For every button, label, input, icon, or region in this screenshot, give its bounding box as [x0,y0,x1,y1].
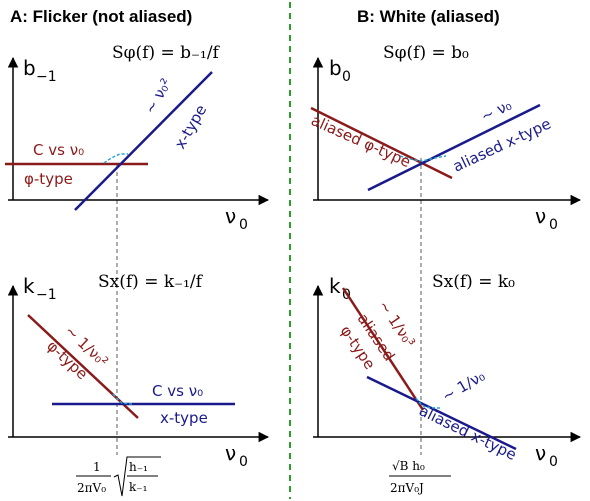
y-axis-label-sub: −1 [36,287,57,303]
frac-numerator: √B h₀ [392,459,425,473]
blue-line-label: ∼ ν₀² [141,75,175,117]
panel-b-title: B: White (aliased) [357,7,500,26]
plot-bottom-right: Sx(f) = k₀ k 0 ν 0 ∼ 1/ν₀³ aliased φ-typ… [312,272,582,470]
y-axis-label: b [23,56,36,80]
aliased-phi-type-line [341,287,425,411]
formula: Sx(f) = k₀ [432,272,515,292]
y-axis-label-sub: −1 [36,69,57,85]
y-axis-label: k [329,274,341,298]
phi-type-line [27,314,139,419]
plot-bottom-left: Sx(f) = k₋₁/f k −1 ν 0 ∼ 1/ν₀² φ-type C … [7,272,270,470]
blue-line-label: C vs ν₀ [152,382,203,400]
red-line-label: C vs ν₀ [33,141,84,159]
x-axis-label-sub: 0 [239,217,248,233]
y-axis-label-sub: 0 [342,69,351,85]
plot-top-right: Sφ(f) = b₀ b 0 ν 0 aliased φ-type ∼ ν₀ a… [308,43,582,233]
y-axis-label: k [23,274,35,298]
x-axis-label: ν [535,204,546,228]
y-axis-label: b [329,56,342,80]
panel-a-title: A: Flicker (not aliased) [10,7,192,26]
blue-type-label: aliased x-type [416,401,519,464]
x-axis-label-sub: 0 [549,217,558,233]
red-type-label: φ-type [24,170,73,188]
blue-line-label: ∼ 1/ν₀ [439,367,488,406]
corner-curve [399,155,447,162]
aliased-phi-type-line [310,106,453,180]
frac-denominator: 2πV₀ [77,481,106,495]
x-axis-label: ν [225,441,236,465]
corner-curve [415,397,441,409]
x-axis-label: ν [225,204,236,228]
formula: Sx(f) = k₋₁/f [98,272,204,292]
corner-curve [103,153,128,164]
red-line-label: aliased φ-type [308,111,413,171]
left-crossover-tick: 1 2πV₀ h₋₁ k₋₁ [76,456,161,497]
blue-type-label: x-type [160,409,208,427]
frac-denominator: 2πV₀J [390,481,424,495]
x-type-line [74,71,213,211]
aliased-x-type-line [367,103,541,192]
sqrt-denominator: k₋₁ [129,480,147,494]
formula: Sφ(f) = b₀ [383,43,469,63]
plot-top-left: Sφ(f) = b₋₁/f b −1 ν 0 C vs ν₀ φ-type ∼ … [5,43,270,233]
sqrt-sign [113,456,161,497]
x-axis-label-sub: 0 [549,454,558,470]
x-axis-label-sub: 0 [239,454,248,470]
aliased-x-type-line [366,375,517,451]
frac-numerator: 1 [93,460,101,474]
sqrt-numerator: h₋₁ [129,460,148,474]
right-crossover-tick: √B h₀ 2πV₀J [389,459,451,495]
x-axis-label: ν [535,441,546,465]
corner-curve [112,393,133,405]
formula: Sφ(f) = b₋₁/f [112,43,221,63]
